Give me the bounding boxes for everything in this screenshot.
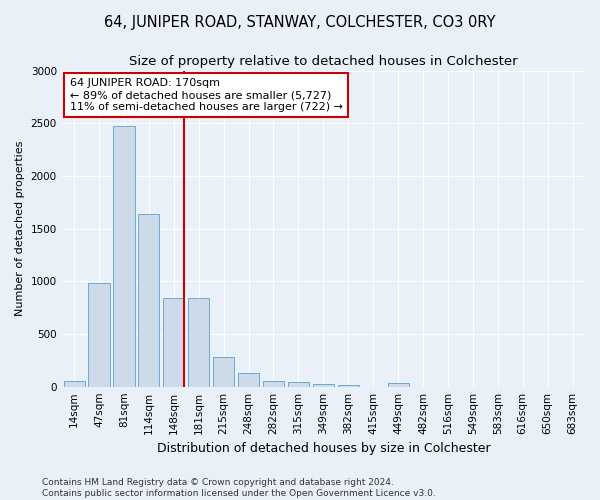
Bar (238, 373, 259, 386)
X-axis label: Distribution of detached houses by size in Colchester: Distribution of detached houses by size … (157, 442, 490, 455)
Y-axis label: Number of detached properties: Number of detached properties (15, 141, 25, 316)
Text: 64, JUNIPER ROAD, STANWAY, COLCHESTER, CO3 0RY: 64, JUNIPER ROAD, STANWAY, COLCHESTER, C… (104, 15, 496, 30)
Bar (88, 284, 110, 387)
Title: Size of property relative to detached houses in Colchester: Size of property relative to detached ho… (129, 55, 518, 68)
Bar (263, 382, 284, 386)
Bar (113, 126, 134, 386)
Text: 64 JUNIPER ROAD: 170sqm
← 89% of detached houses are smaller (5,727)
11% of semi: 64 JUNIPER ROAD: 170sqm ← 89% of detache… (70, 78, 343, 112)
Bar (313, 384, 334, 386)
Bar (288, 382, 309, 386)
Bar (338, 385, 359, 386)
Bar (163, 298, 184, 386)
Bar (188, 298, 209, 386)
Bar (388, 383, 409, 386)
Text: Contains HM Land Registry data © Crown copyright and database right 2024.
Contai: Contains HM Land Registry data © Crown c… (42, 478, 436, 498)
Bar (64, 381, 85, 386)
Bar (213, 357, 234, 386)
Bar (138, 214, 160, 386)
